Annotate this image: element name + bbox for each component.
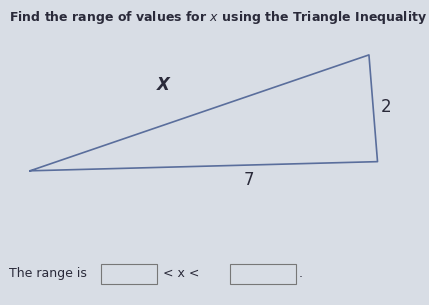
Text: .: . bbox=[298, 267, 302, 280]
FancyBboxPatch shape bbox=[230, 264, 296, 284]
FancyBboxPatch shape bbox=[101, 264, 157, 284]
Text: 7: 7 bbox=[244, 171, 254, 189]
Text: The range is: The range is bbox=[9, 267, 91, 280]
Text: < x <: < x < bbox=[159, 267, 203, 280]
Text: Find the range of values for $x$ using the Triangle Inequality Theorem.: Find the range of values for $x$ using t… bbox=[9, 9, 429, 26]
Text: 2: 2 bbox=[381, 98, 391, 116]
Text: X: X bbox=[157, 76, 169, 95]
